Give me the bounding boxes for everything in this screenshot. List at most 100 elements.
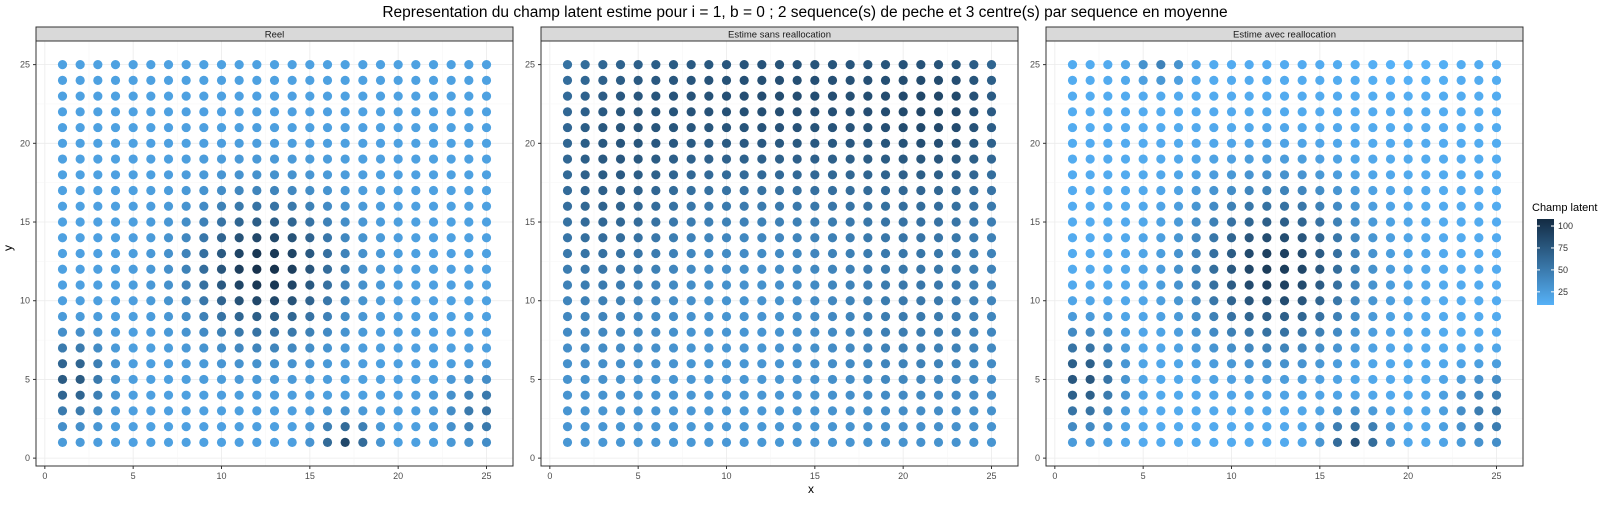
data-point (863, 374, 873, 385)
data-point (1262, 60, 1272, 70)
data-point (1085, 170, 1095, 180)
data-point (598, 311, 608, 322)
data-point (358, 248, 368, 259)
data-point (1138, 280, 1148, 290)
data-point (75, 201, 85, 211)
data-point (216, 437, 227, 447)
data-point (1138, 343, 1148, 353)
data-point (580, 248, 590, 259)
data-point (933, 107, 944, 117)
data-point (721, 437, 732, 447)
data-point (1438, 437, 1449, 447)
data-point (1191, 374, 1201, 385)
data-point (1191, 280, 1201, 290)
data-point (721, 248, 732, 259)
data-point (252, 122, 262, 133)
data-point (704, 311, 714, 322)
data-point (1244, 91, 1254, 101)
data-point (580, 296, 590, 306)
data-point (322, 122, 333, 133)
data-point (1315, 390, 1325, 400)
data-point (986, 422, 997, 432)
data-point (757, 60, 767, 70)
data-point (1103, 422, 1113, 432)
data-point (810, 264, 820, 274)
data-point (340, 437, 350, 447)
data-point (1173, 374, 1184, 385)
data-point (1085, 296, 1095, 306)
data-point (880, 406, 891, 416)
data-point (340, 264, 350, 274)
data-point (199, 296, 209, 306)
data-point (792, 185, 802, 196)
data-point (411, 60, 421, 70)
data-point (704, 217, 714, 227)
data-point (721, 280, 732, 290)
data-point (93, 75, 103, 85)
data-point (1067, 264, 1078, 274)
data-point (1474, 75, 1484, 85)
data-point (1173, 248, 1184, 259)
data-point (1491, 75, 1502, 85)
data-point (810, 406, 820, 416)
legend-tick-label: 25 (1558, 287, 1568, 297)
data-point (916, 60, 926, 70)
data-point (1191, 91, 1201, 101)
data-point (951, 374, 961, 385)
data-point (163, 91, 174, 101)
data-point (1173, 406, 1184, 416)
data-point (163, 185, 174, 196)
data-point (668, 107, 679, 117)
data-point (1297, 280, 1307, 290)
data-point (1385, 359, 1396, 369)
data-point (810, 343, 820, 353)
data-point (969, 201, 979, 211)
data-point (562, 327, 573, 337)
data-point (1209, 327, 1219, 337)
data-point (411, 201, 421, 211)
x-tick-label: 0 (547, 471, 552, 481)
data-point (252, 343, 262, 353)
data-point (1474, 374, 1484, 385)
data-point (810, 390, 820, 400)
data-point (428, 248, 439, 259)
data-point (1173, 75, 1184, 85)
data-point (615, 75, 626, 85)
data-point (393, 185, 403, 196)
data-point (322, 138, 333, 148)
data-point (322, 390, 333, 400)
data-point (986, 280, 997, 290)
data-point (880, 311, 891, 322)
data-point (651, 201, 661, 211)
data-point (252, 437, 262, 447)
data-point (110, 264, 121, 274)
data-point (951, 233, 961, 243)
data-point (216, 343, 227, 353)
data-point (252, 248, 262, 259)
data-point (1279, 201, 1290, 211)
data-point (651, 138, 661, 148)
data-point (464, 248, 474, 259)
data-point (1138, 248, 1148, 259)
data-point (1226, 311, 1237, 322)
data-point (1279, 390, 1290, 400)
data-point (1067, 233, 1078, 243)
data-point (57, 217, 68, 227)
data-point (1456, 107, 1466, 117)
data-point (481, 359, 492, 369)
data-point (287, 359, 297, 369)
data-point (1156, 138, 1166, 148)
data-point (1332, 170, 1343, 180)
data-point (393, 296, 403, 306)
data-point (199, 280, 209, 290)
data-point (774, 217, 785, 227)
data-point (269, 406, 280, 416)
data-point (1315, 437, 1325, 447)
data-point (1350, 185, 1360, 196)
data-point (1403, 233, 1413, 243)
data-point (1209, 359, 1219, 369)
data-point (1474, 264, 1484, 274)
data-point (898, 296, 908, 306)
